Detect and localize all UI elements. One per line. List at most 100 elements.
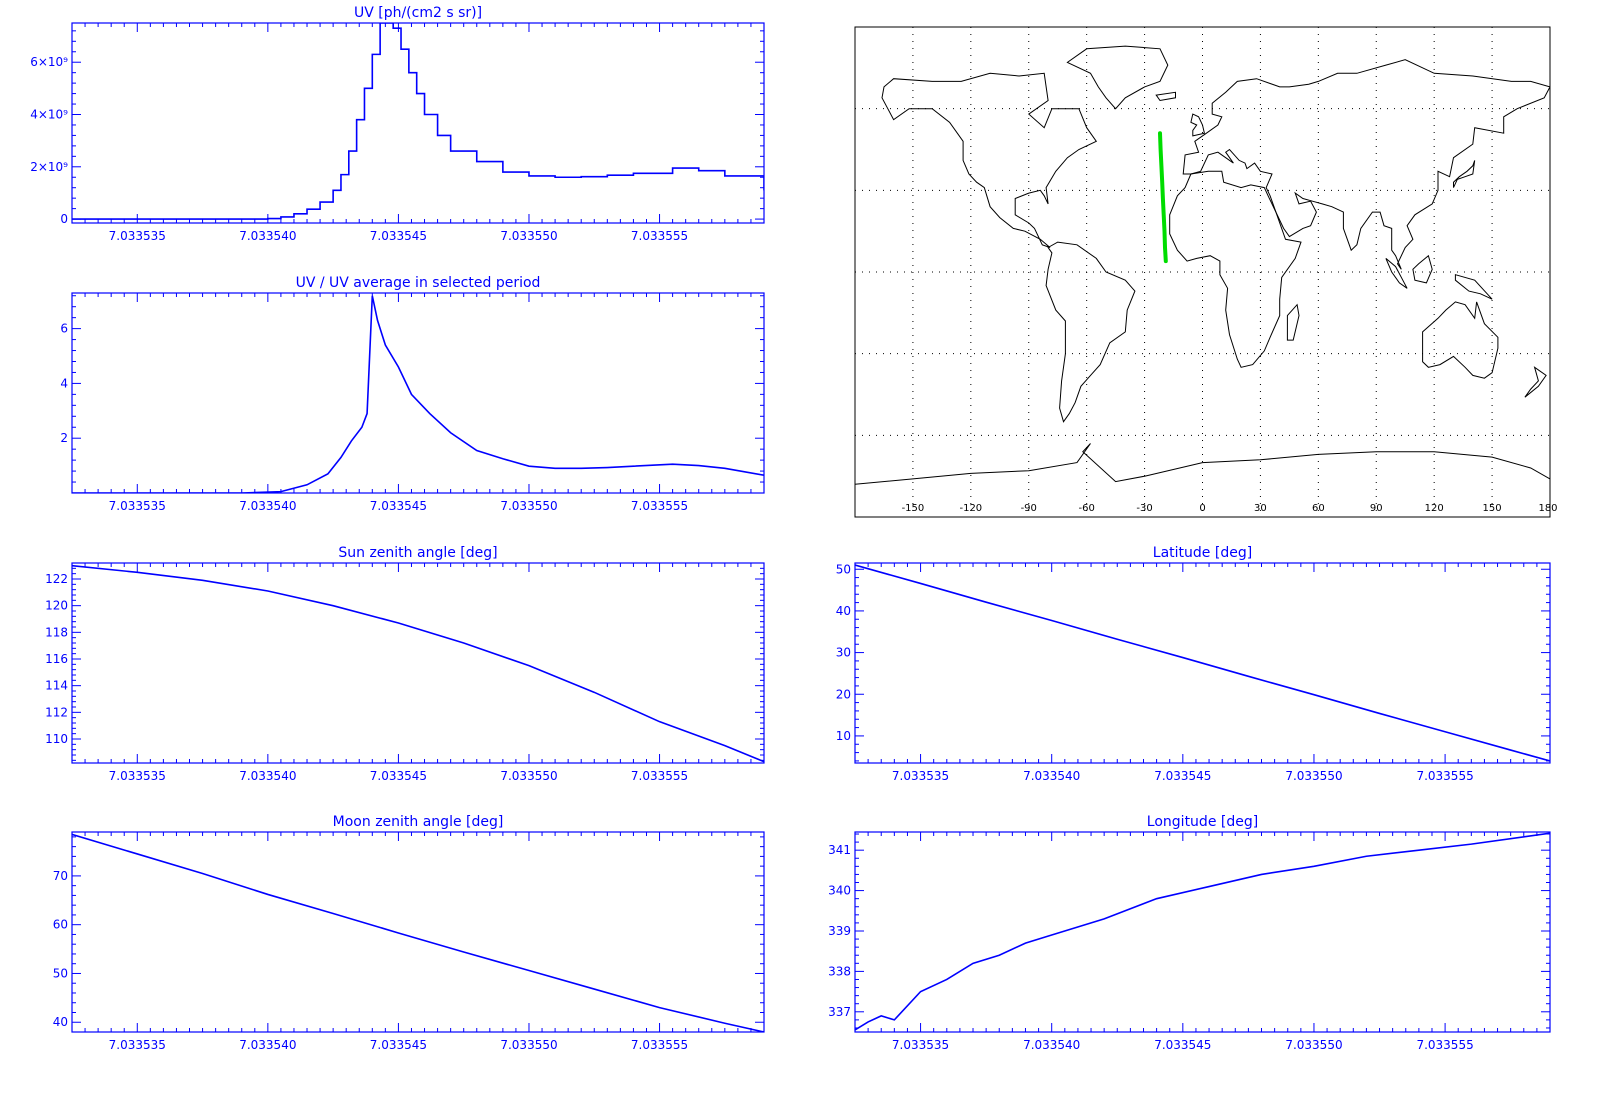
x-tick-label: 7.033545 xyxy=(370,1038,427,1052)
map-lon-label: -90 xyxy=(1021,503,1037,514)
map-lon-label: 120 xyxy=(1425,503,1444,514)
y-tick-label: 10 xyxy=(836,729,851,743)
y-tick-label: 20 xyxy=(836,687,851,701)
plot-frame xyxy=(71,562,765,764)
y-tick-label: 2 xyxy=(60,431,68,445)
series-line-latitude xyxy=(855,564,1550,762)
coastline-antarctica xyxy=(855,443,1550,485)
plot-frame xyxy=(854,562,1551,764)
map-lon-label: -150 xyxy=(902,503,925,514)
x-tick-label: 7.033555 xyxy=(631,499,688,513)
map-lon-label: 0 xyxy=(1199,503,1205,514)
coastline-australia xyxy=(1422,301,1499,379)
panel-map: -150 -120 -90 -60 -30 0 30 60 90 120 150 180 xyxy=(854,26,1558,518)
y-tick-label: 40 xyxy=(836,604,851,618)
plot-frame xyxy=(71,292,765,494)
map-lon-label: -60 xyxy=(1078,503,1094,514)
x-tick-label: 7.033545 xyxy=(370,769,427,783)
y-tick-label: 6 xyxy=(60,322,68,336)
x-tick-label: 7.033535 xyxy=(109,769,166,783)
y-tick-label: 120 xyxy=(45,599,68,613)
x-tick-label: 7.033550 xyxy=(500,769,557,783)
coastline-south-america xyxy=(1045,241,1136,423)
series-line-uv-ratio xyxy=(72,295,764,493)
panel-title: Longitude [deg] xyxy=(1147,814,1258,830)
coastline-borneo xyxy=(1412,254,1433,284)
x-tick-label: 7.033555 xyxy=(1416,769,1473,783)
map-lon-label: -120 xyxy=(959,503,982,514)
x-tick-label: 7.033540 xyxy=(1023,1038,1080,1052)
map-lon-label: 150 xyxy=(1483,503,1502,514)
panel-title: Latitude [deg] xyxy=(1153,545,1252,561)
x-tick-label: 7.033540 xyxy=(1023,769,1080,783)
x-tick-label: 7.033550 xyxy=(1285,1038,1342,1052)
y-tick-label: 122 xyxy=(45,572,68,586)
y-tick-label: 116 xyxy=(45,652,68,666)
y-tick-label: 50 xyxy=(53,966,68,980)
x-tick-label: 7.033545 xyxy=(370,229,427,243)
x-tick-label: 7.033550 xyxy=(500,499,557,513)
x-tick-label: 7.033550 xyxy=(500,229,557,243)
coastline-eurasia xyxy=(1182,59,1550,270)
coastline-new-guinea xyxy=(1454,274,1493,300)
x-tick-label: 7.033540 xyxy=(239,769,296,783)
coastline-sumatra xyxy=(1385,258,1408,289)
coastline-new-zealand xyxy=(1524,366,1547,398)
x-tick-label: 7.033545 xyxy=(1154,1038,1211,1052)
x-tick-label: 7.033550 xyxy=(500,1038,557,1052)
panel-longitude: Longitude [deg] 7.033535 7.033540 7.033545 7… xyxy=(828,814,1551,1052)
x-tick-label: 7.033540 xyxy=(239,229,296,243)
series-line-sun-zenith xyxy=(72,564,764,763)
orbit-track xyxy=(1158,131,1168,264)
panel-title: UV [ph/(cm2 s sr)] xyxy=(354,5,482,21)
map-lon-label: 30 xyxy=(1254,503,1267,514)
coastline-north-america xyxy=(881,72,1098,248)
plot-frame xyxy=(71,22,765,224)
y-tick-label: 30 xyxy=(836,646,851,660)
plot-frame xyxy=(71,831,765,1033)
y-tick-label: 114 xyxy=(45,679,68,693)
x-tick-label: 7.033555 xyxy=(1416,1038,1473,1052)
coastline-iceland xyxy=(1155,91,1176,102)
panel-moon-zenith: Moon zenith angle [deg] 7.033535 7.033540 7… xyxy=(53,814,765,1052)
y-tick-label: 6×10⁹ xyxy=(30,55,68,69)
x-tick-label: 7.033555 xyxy=(631,1038,688,1052)
x-tick-label: 7.033555 xyxy=(631,229,688,243)
y-tick-label: 118 xyxy=(45,625,68,639)
coastline-japan xyxy=(1453,160,1476,188)
plot-frame xyxy=(854,831,1551,1033)
panel-title: Moon zenith angle [deg] xyxy=(333,814,504,830)
map-lon-label: 180 xyxy=(1538,503,1557,514)
x-tick-label: 7.033535 xyxy=(892,769,949,783)
x-tick-label: 7.033540 xyxy=(239,499,296,513)
x-tick-label: 7.033535 xyxy=(109,499,166,513)
x-tick-label: 7.033535 xyxy=(109,1038,166,1052)
y-tick-label: 2×10⁹ xyxy=(30,160,68,174)
y-tick-label: 110 xyxy=(45,732,68,746)
y-tick-label: 0 xyxy=(60,212,68,226)
y-tick-label: 340 xyxy=(828,884,851,898)
y-tick-label: 40 xyxy=(53,1015,68,1029)
coastline-uk xyxy=(1190,113,1205,137)
panel-title: Sun zenith angle [deg] xyxy=(338,545,497,561)
panel-uv: UV [ph/(cm2 s sr)] 7.033535 7.033540 7.0335… xyxy=(30,5,765,243)
map-lon-label: 90 xyxy=(1370,503,1383,514)
x-tick-label: 7.033545 xyxy=(370,499,427,513)
map-lon-label: -30 xyxy=(1136,503,1152,514)
coastline-africa xyxy=(1169,170,1302,368)
y-tick-label: 338 xyxy=(828,964,851,978)
x-tick-label: 7.033535 xyxy=(892,1038,949,1052)
series-line-longitude xyxy=(855,832,1550,1031)
y-tick-label: 60 xyxy=(53,918,68,932)
y-tick-label: 112 xyxy=(45,705,68,719)
x-tick-label: 7.033545 xyxy=(1154,769,1211,783)
x-tick-label: 7.033535 xyxy=(109,229,166,243)
coastline-madagascar xyxy=(1286,303,1300,341)
y-tick-label: 4 xyxy=(60,376,68,390)
coastline-greenland xyxy=(1066,45,1169,110)
y-tick-label: 4×10⁹ xyxy=(30,108,68,122)
panel-uv-ratio: UV / UV average in selected period 7.0335… xyxy=(60,275,765,513)
panel-latitude: Latitude [deg] 7.033535 7.033540 7.033545 7.… xyxy=(836,545,1551,783)
y-tick-label: 341 xyxy=(828,843,851,857)
map-lon-label: 60 xyxy=(1312,503,1325,514)
